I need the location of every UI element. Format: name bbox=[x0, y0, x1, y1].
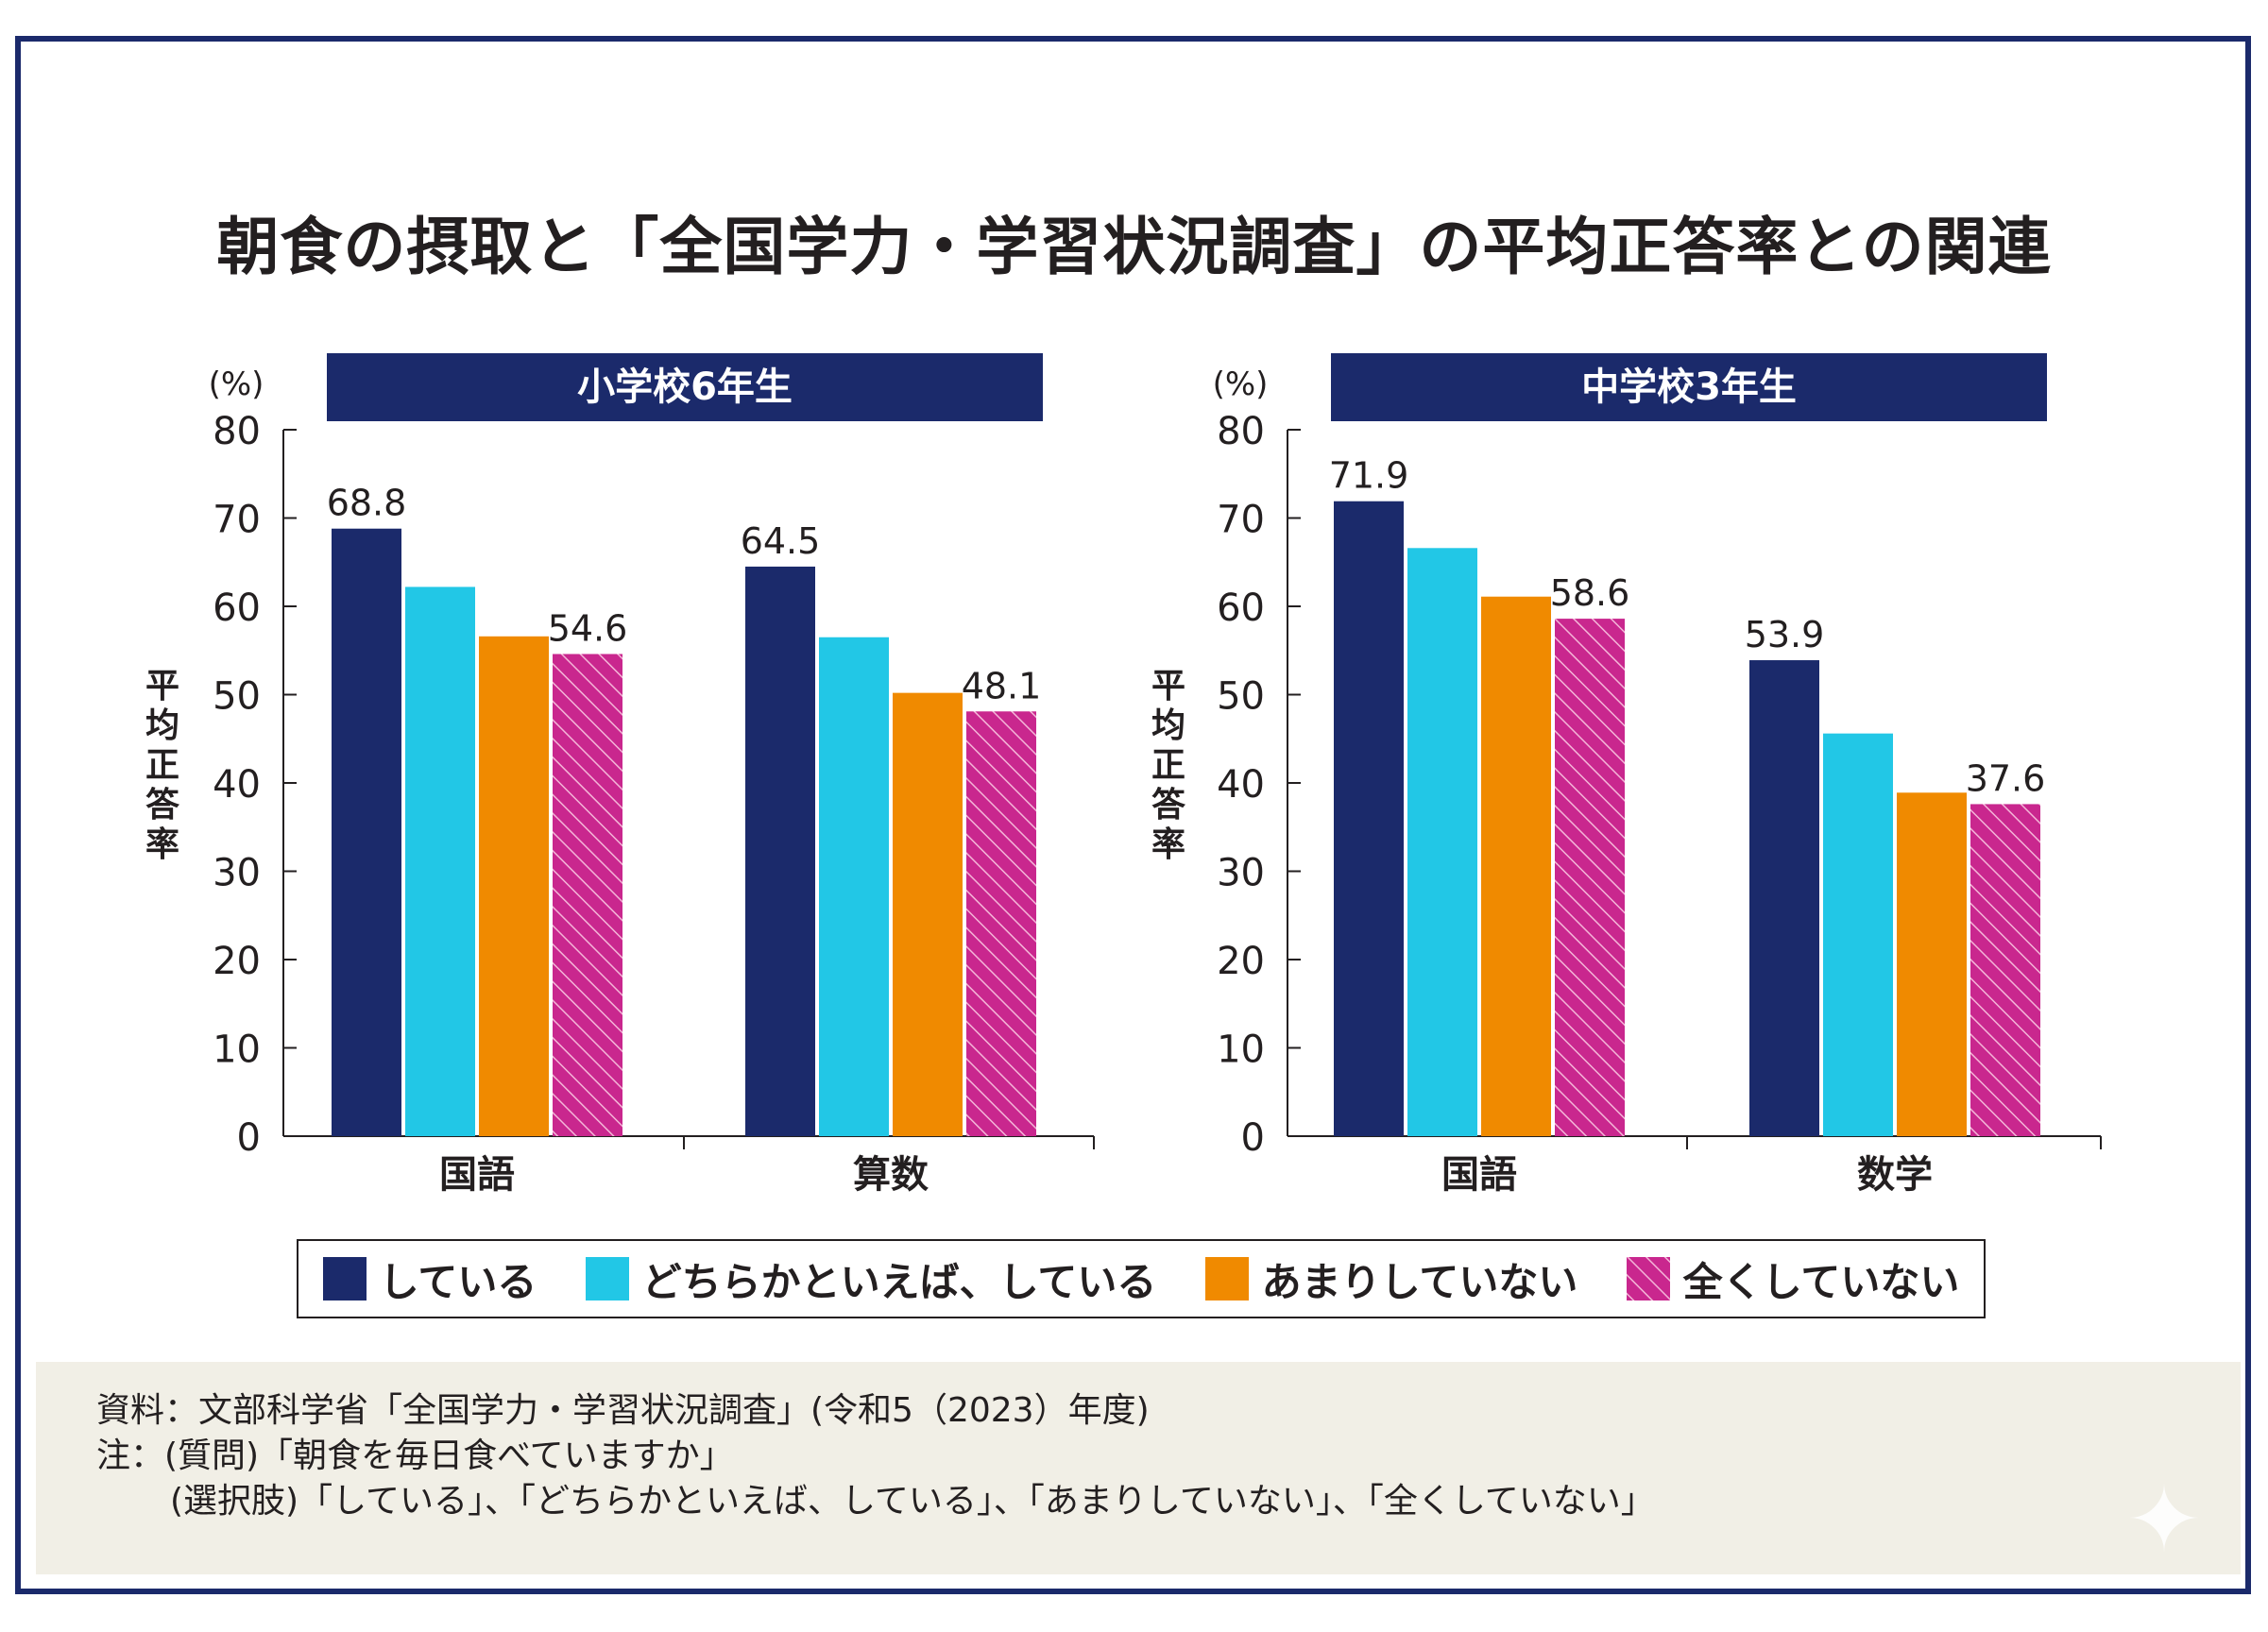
legend-swatch-never bbox=[1626, 1257, 1670, 1300]
data-label: 48.1 bbox=[962, 665, 1042, 706]
data-label: 53.9 bbox=[1745, 614, 1825, 655]
data-label: 58.6 bbox=[1550, 572, 1630, 614]
bar bbox=[1749, 660, 1819, 1136]
bar bbox=[1334, 501, 1404, 1136]
y-tick-label: 40 bbox=[1217, 763, 1265, 807]
y-axis-label-char: 均 bbox=[1151, 706, 1185, 745]
y-tick-label: 30 bbox=[213, 852, 261, 895]
legend-item-always: している bbox=[322, 1250, 537, 1308]
legend-label-always: している bbox=[379, 1258, 537, 1305]
question-note: 注：(質問)「朝食を毎日食べていますか」 bbox=[96, 1436, 734, 1475]
y-axis-label-char: 正 bbox=[1151, 746, 1185, 785]
y-tick-label: 20 bbox=[1217, 940, 1265, 983]
bar bbox=[893, 692, 963, 1136]
legend-label-rarely: あまりしていない bbox=[1261, 1258, 1578, 1305]
data-label: 54.6 bbox=[548, 607, 628, 649]
legend: している どちらかといえば、している あまりしていない 全くしていない bbox=[297, 1239, 1986, 1318]
bar bbox=[1481, 596, 1551, 1136]
y-tick-label: 10 bbox=[213, 1028, 261, 1072]
bar bbox=[553, 654, 622, 1136]
bar bbox=[1555, 619, 1625, 1136]
options-note: (選択肢)「している」、「どちらかといえば、している」、「あまりしていない」、「… bbox=[170, 1482, 1655, 1521]
legend-item-rarely: あまりしていない bbox=[1204, 1250, 1578, 1308]
legend-swatch-always bbox=[322, 1257, 367, 1300]
x-tick-label: 国語 bbox=[439, 1153, 515, 1197]
y-axis-label-char: 平 bbox=[1151, 667, 1185, 706]
y-axis-label-char: 均 bbox=[145, 706, 179, 745]
y-tick-label: 60 bbox=[1217, 586, 1265, 630]
y-tick-label: 30 bbox=[1217, 852, 1265, 895]
x-tick-label: 算数 bbox=[853, 1153, 929, 1197]
source-note: 資料：文部科学省「全国学力・学習状況調査」(令和5（2023）年度) bbox=[96, 1391, 1150, 1430]
unit-label: (%) bbox=[209, 366, 264, 403]
legend-swatch-mostly bbox=[585, 1257, 629, 1300]
legend-item-never: 全くしていない bbox=[1626, 1250, 1960, 1308]
legend-item-mostly: どちらかといえば、している bbox=[585, 1250, 1157, 1308]
bar bbox=[1823, 733, 1893, 1136]
bar bbox=[966, 711, 1036, 1136]
data-label: 68.8 bbox=[327, 483, 407, 524]
bar bbox=[405, 586, 475, 1136]
data-label: 64.5 bbox=[741, 520, 821, 562]
y-tick-label: 80 bbox=[213, 410, 261, 453]
unit-label: (%) bbox=[1213, 366, 1269, 403]
y-axis-label-char: 率 bbox=[1151, 825, 1185, 864]
y-tick-label: 40 bbox=[213, 763, 261, 807]
legend-label-never: 全くしていない bbox=[1682, 1258, 1960, 1305]
y-tick-label: 20 bbox=[213, 940, 261, 983]
y-tick-label: 50 bbox=[213, 675, 261, 719]
y-axis-label-char: 率 bbox=[145, 825, 179, 864]
sparkle-icon: ✦ bbox=[2125, 1467, 2203, 1572]
panel-header-elementary: 小学校6年生 bbox=[327, 353, 1043, 421]
bar bbox=[332, 528, 401, 1136]
notes-box: 資料：文部科学省「全国学力・学習状況調査」(令和5（2023）年度) 注：(質問… bbox=[36, 1362, 2241, 1574]
y-tick-label: 50 bbox=[1217, 675, 1265, 719]
y-axis-label-char: 正 bbox=[145, 746, 179, 785]
bar bbox=[819, 637, 889, 1136]
bar bbox=[745, 566, 815, 1136]
bar bbox=[1897, 792, 1967, 1136]
x-tick-label: 数学 bbox=[1857, 1153, 1933, 1197]
legend-swatch-rarely bbox=[1204, 1257, 1249, 1300]
y-tick-label: 60 bbox=[213, 586, 261, 630]
y-tick-label: 0 bbox=[237, 1116, 261, 1160]
y-axis-label-char: 答 bbox=[145, 786, 180, 824]
y-tick-label: 80 bbox=[1217, 410, 1265, 453]
y-axis-label-char: 平 bbox=[145, 667, 179, 706]
y-tick-label: 0 bbox=[1241, 1116, 1265, 1160]
bar bbox=[1970, 804, 2040, 1136]
chart-title: 朝食の摂取と「全国学力・学習状況調査」の平均正答率との関連 bbox=[216, 211, 2052, 283]
panel-header-junior-high: 中学校3年生 bbox=[1331, 353, 2047, 421]
y-tick-label: 70 bbox=[213, 499, 261, 542]
y-tick-label: 70 bbox=[1217, 499, 1265, 542]
legend-label-mostly: どちらかといえば、している bbox=[641, 1258, 1157, 1305]
y-tick-label: 10 bbox=[1217, 1028, 1265, 1072]
y-axis-label-char: 答 bbox=[1151, 786, 1186, 824]
data-label: 71.9 bbox=[1329, 455, 1409, 497]
bar bbox=[1407, 548, 1477, 1136]
x-tick-label: 国語 bbox=[1441, 1153, 1517, 1197]
bar bbox=[479, 636, 549, 1136]
data-label: 37.6 bbox=[1966, 757, 2046, 799]
